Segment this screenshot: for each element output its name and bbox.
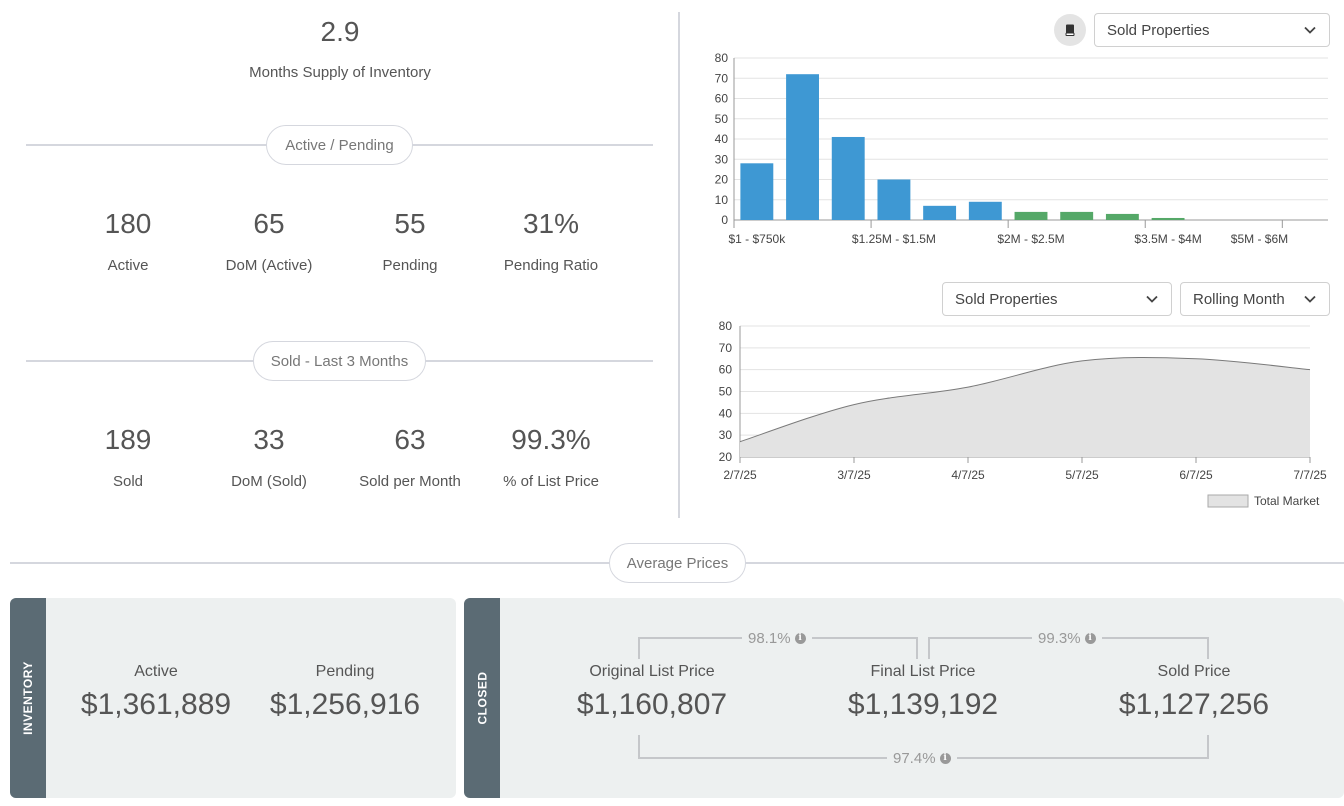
months-supply-value: 2.9 bbox=[320, 16, 360, 47]
y-tick-label: 50 bbox=[719, 385, 733, 399]
bar bbox=[831, 136, 865, 220]
average-prices-header: Average Prices bbox=[609, 543, 746, 583]
dom-active: 65 bbox=[253, 208, 285, 239]
sold-price-label: Sold Price bbox=[1157, 663, 1231, 680]
active-count: 180 bbox=[104, 208, 152, 239]
pending-count-label: Pending bbox=[382, 257, 438, 274]
ratio-orig-sold: 97.4% i bbox=[887, 748, 957, 768]
area-chart-type-select[interactable]: Sold Properties bbox=[942, 282, 1172, 316]
area-chart-period-value: Rolling Month bbox=[1193, 290, 1285, 308]
bar bbox=[1060, 211, 1094, 220]
inventory-tab: INVENTORY bbox=[10, 598, 46, 798]
y-tick-label: 50 bbox=[715, 112, 729, 126]
y-tick-label: 80 bbox=[719, 319, 733, 333]
series-line bbox=[739, 357, 1311, 443]
active-count-label: Active bbox=[107, 257, 149, 274]
bar bbox=[1151, 217, 1185, 220]
pct-of-list-label: % of List Price bbox=[503, 473, 599, 490]
area-chart-period-select[interactable]: Rolling Month bbox=[1180, 282, 1330, 316]
y-tick-label: 20 bbox=[719, 450, 733, 464]
inventory-card: INVENTORY Active $1,361,889 Pending $1,2… bbox=[10, 598, 456, 798]
bar-chart-type-value: Sold Properties bbox=[1107, 21, 1210, 39]
y-tick-label: 60 bbox=[719, 363, 733, 377]
y-tick-label: 10 bbox=[715, 193, 729, 207]
book-icon bbox=[1065, 24, 1075, 36]
avg-pending-price: $1,256,916 bbox=[269, 688, 421, 721]
closed-card: CLOSED 98.1% i 99.3% i 97.4% i Original Lis… bbox=[464, 598, 1344, 798]
x-tick-label: 2/7/25 bbox=[723, 468, 757, 482]
legend-label: Total Market bbox=[1254, 494, 1320, 508]
ratio-orig-final: 98.1% i bbox=[742, 628, 812, 648]
bar-chart-type-select[interactable]: Sold Properties bbox=[1094, 13, 1330, 47]
y-tick-label: 70 bbox=[715, 71, 729, 85]
bar bbox=[1014, 211, 1048, 220]
months-supply-label: Months Supply of Inventory bbox=[249, 64, 431, 81]
sold-price: $1,127,256 bbox=[1118, 688, 1270, 721]
x-tick-label: 3/7/25 bbox=[837, 468, 871, 482]
y-tick-label: 30 bbox=[715, 152, 729, 166]
y-tick-label: 80 bbox=[715, 51, 729, 65]
x-tick-label: 4/7/25 bbox=[951, 468, 985, 482]
x-tick-label: 7/7/25 bbox=[1293, 468, 1327, 482]
bar bbox=[877, 179, 911, 220]
series-area bbox=[740, 357, 1310, 457]
chevron-down-icon bbox=[1304, 295, 1316, 303]
chevron-down-icon bbox=[1146, 295, 1158, 303]
x-tick-label: $5M - $6M bbox=[1231, 232, 1288, 246]
pending-ratio-label: Pending Ratio bbox=[503, 257, 599, 274]
x-tick-label: $3.5M - $4M bbox=[1134, 232, 1201, 246]
chevron-down-icon bbox=[1304, 26, 1316, 34]
price-distribution-chart: 0 10 20 30 40 50 60 70 80 $1 - $750k $1.25M - $1.5… bbox=[715, 51, 1328, 246]
sold-count-label: Sold bbox=[112, 473, 144, 490]
x-tick-label: $2M - $2.5M bbox=[997, 232, 1064, 246]
sold-per-month: 63 bbox=[394, 424, 426, 455]
y-tick-label: 30 bbox=[719, 428, 733, 442]
info-icon[interactable]: i bbox=[939, 752, 951, 764]
x-tick-label: 6/7/25 bbox=[1179, 468, 1213, 482]
x-tick-label: $1.25M - $1.5M bbox=[852, 232, 936, 246]
bar bbox=[740, 163, 774, 220]
y-tick-label: 40 bbox=[719, 406, 733, 420]
x-tick-label: $1 - $750k bbox=[728, 232, 786, 246]
bar bbox=[968, 201, 1002, 220]
y-tick-label: 70 bbox=[719, 341, 733, 355]
dom-sold: 33 bbox=[253, 424, 285, 455]
legend-swatch bbox=[1207, 494, 1249, 508]
x-tick-label: 5/7/25 bbox=[1065, 468, 1099, 482]
dom-active-label: DoM (Active) bbox=[225, 257, 313, 274]
column-divider bbox=[678, 12, 680, 518]
book-button[interactable] bbox=[1054, 14, 1086, 46]
market-trend-chart: 20 30 40 50 60 70 80 2/7/25 3/7/25 4/7/25 5/7/25 6/… bbox=[719, 319, 1327, 508]
y-tick-label: 20 bbox=[715, 173, 729, 187]
pending-count: 55 bbox=[394, 208, 426, 239]
avg-active-price: $1,361,889 bbox=[80, 688, 232, 721]
avg-pending-label: Pending bbox=[315, 663, 375, 680]
dom-sold-label: DoM (Sold) bbox=[231, 473, 307, 490]
bar bbox=[923, 205, 957, 220]
info-icon[interactable]: i bbox=[1084, 632, 1096, 644]
y-tick-label: 40 bbox=[715, 132, 729, 146]
closed-tab: CLOSED bbox=[464, 598, 500, 798]
avg-active-label: Active bbox=[134, 663, 178, 680]
sold-per-month-label: Sold per Month bbox=[359, 473, 461, 490]
y-tick-label: 0 bbox=[721, 213, 728, 227]
info-icon[interactable]: i bbox=[794, 632, 806, 644]
bar bbox=[786, 74, 819, 220]
final-list-label: Final List Price bbox=[870, 663, 976, 680]
orig-list-label: Original List Price bbox=[589, 663, 715, 680]
pending-ratio: 31% bbox=[522, 208, 580, 239]
active-pending-header: Active / Pending bbox=[266, 125, 413, 165]
orig-list-price: $1,160,807 bbox=[576, 688, 728, 721]
ratio-final-sold: 99.3% i bbox=[1032, 628, 1102, 648]
sold-count: 189 bbox=[104, 424, 152, 455]
sold-header: Sold - Last 3 Months bbox=[253, 341, 426, 381]
y-tick-label: 60 bbox=[715, 92, 729, 106]
area-chart-type-value: Sold Properties bbox=[955, 290, 1058, 308]
final-list-price: $1,139,192 bbox=[847, 688, 999, 721]
bar bbox=[1105, 213, 1139, 220]
pct-of-list: 99.3% bbox=[511, 424, 591, 455]
